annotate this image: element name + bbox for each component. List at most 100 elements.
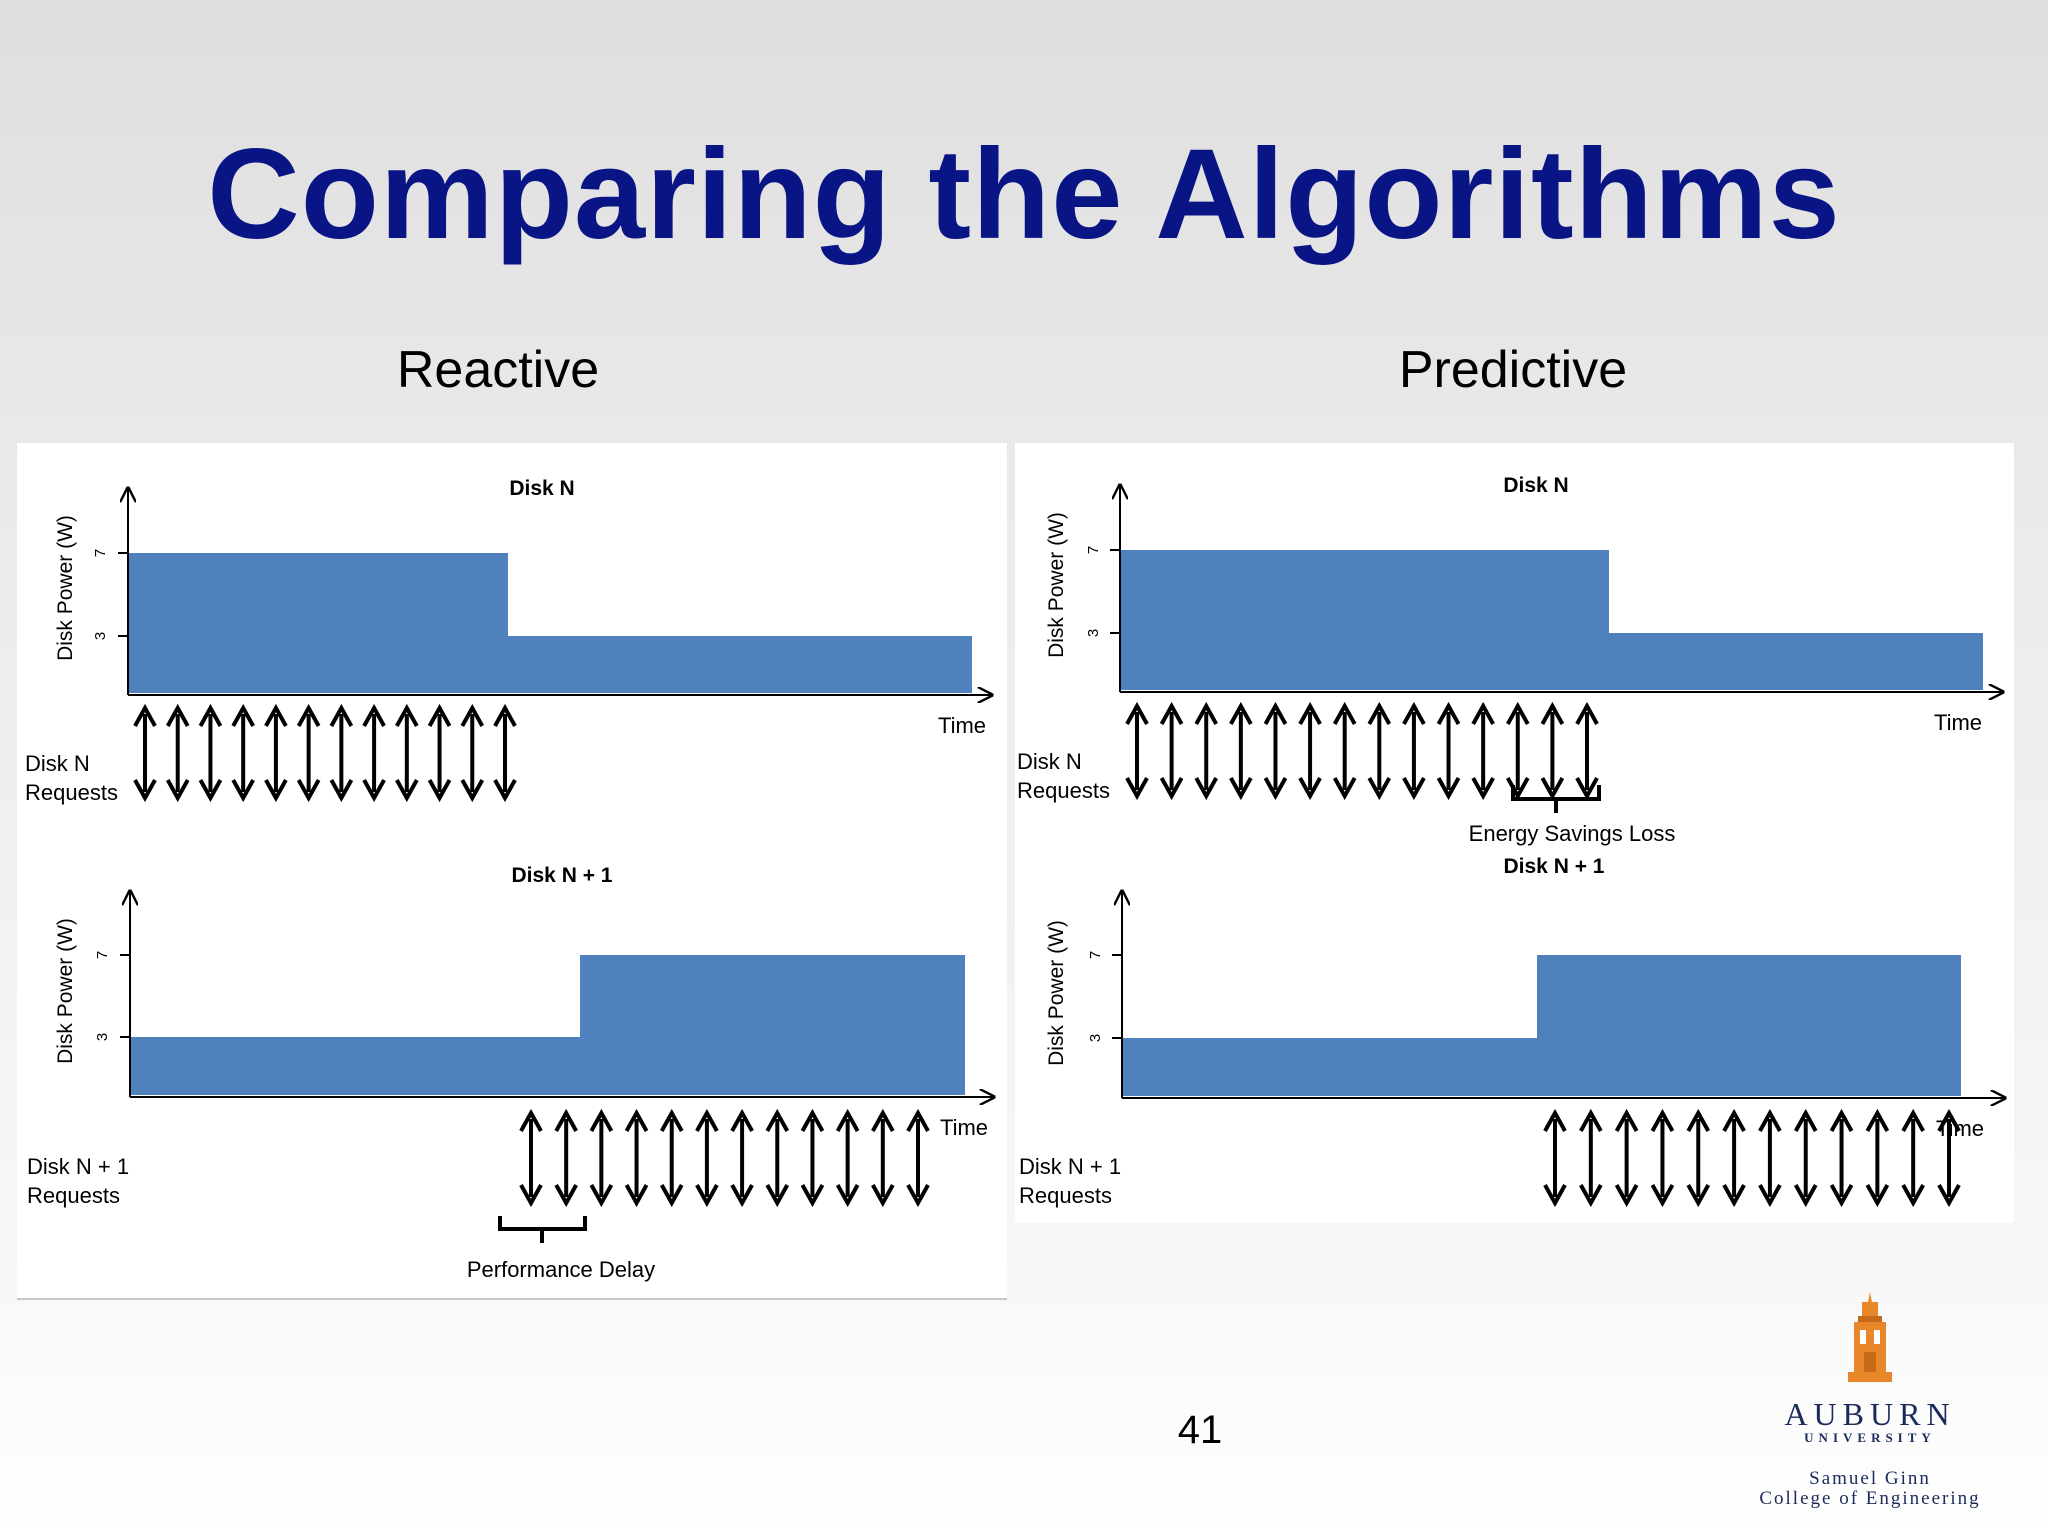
y-axis-label: Disk Power (W) [1045, 512, 1068, 658]
energy-savings-loss-bracket [1511, 785, 1601, 813]
request-arrow [1829, 1108, 1854, 1208]
request-arrow [765, 1108, 790, 1208]
power-bar-high [580, 955, 965, 1095]
request-arrow [1793, 1108, 1818, 1208]
request-arrow [493, 703, 517, 803]
power-bar-low [1609, 633, 1983, 690]
requests-label-line1: Disk N [1017, 749, 1082, 774]
energy-savings-loss-label: Energy Savings Loss [1469, 821, 1676, 846]
tick-label-3: 3 [92, 632, 109, 640]
reactive-diagram: Disk N Disk Power (W) 7 3 Time Disk N Re… [25, 477, 1007, 1282]
request-arrow [871, 1108, 895, 1208]
x-axis-label: Time [1934, 710, 1982, 735]
chart-title-disk-n: Disk N [1503, 474, 1568, 497]
request-arrow [554, 1108, 578, 1208]
request-arrow [1402, 701, 1426, 801]
request-arrow [1543, 1108, 1567, 1208]
auburn-logo: AUBURN UNIVERSITY Samuel Ginn College of… [1720, 1290, 2020, 1536]
requests-label-line1: Disk N + 1 [27, 1154, 129, 1179]
request-arrow [1722, 1108, 1746, 1208]
request-arrow [519, 1108, 543, 1208]
request-arrow [329, 703, 354, 803]
request-arrows-disk-n [133, 703, 517, 803]
request-arrow [1579, 1108, 1603, 1208]
request-arrows-disk-n [1125, 701, 1599, 801]
reactive-diagram-panel: Disk N Disk Power (W) 7 3 Time Disk N Re… [17, 443, 1007, 1300]
request-arrows-disk-n-plus-1 [1543, 1108, 1961, 1208]
slide-title: Comparing the Algorithms [207, 123, 1841, 266]
request-arrow [296, 703, 321, 803]
predictive-diagram-panel: Disk N Disk Power (W) 7 3 Time Disk N Re… [1015, 443, 2014, 1223]
requests-label-line2: Requests [25, 780, 118, 805]
predictive-heading: Predictive [1398, 341, 1628, 399]
request-arrow [395, 703, 419, 803]
chart-title-disk-n-plus-1: Disk N + 1 [1504, 855, 1605, 878]
request-arrow [1865, 1108, 1890, 1208]
request-arrow [835, 1108, 860, 1208]
chart-title-disk-n-plus-1: Disk N + 1 [512, 864, 613, 887]
requests-label-line2: Requests [1017, 778, 1110, 803]
requests-label-line1: Disk N [25, 751, 90, 776]
request-arrow [906, 1108, 930, 1208]
request-arrow [659, 1108, 684, 1208]
tower-icon [1848, 1292, 1892, 1382]
request-arrow [460, 703, 485, 803]
requests-label-line1: Disk N + 1 [1019, 1154, 1121, 1179]
y-axis-label: Disk Power (W) [1045, 920, 1068, 1066]
request-arrow [1506, 701, 1530, 801]
request-arrow [1159, 701, 1184, 801]
page-number: 41 [1177, 1408, 1223, 1452]
logo-college-line2: College of Engineering [1759, 1488, 1981, 1509]
logo-name: AUBURN [1784, 1396, 1956, 1432]
request-arrow [133, 703, 157, 803]
request-arrow [1540, 701, 1565, 801]
tick-label-7: 7 [92, 549, 109, 557]
request-arrow [198, 703, 223, 803]
y-axis-label: Disk Power (W) [54, 918, 77, 1064]
power-bar-high [1537, 955, 1961, 1096]
request-arrow [1332, 701, 1357, 801]
request-arrow [1125, 701, 1149, 801]
request-arrow [1650, 1108, 1675, 1208]
request-arrow [1937, 1108, 1961, 1208]
request-arrow [264, 703, 288, 803]
request-arrows-disk-n-plus-1 [519, 1108, 930, 1208]
x-axis-label: Time [938, 713, 986, 738]
request-arrow [1686, 1108, 1711, 1208]
power-bar-low [1122, 1038, 1537, 1096]
request-arrow [624, 1108, 649, 1208]
tick-label-7: 7 [94, 951, 111, 959]
performance-delay-bracket [498, 1216, 587, 1243]
chart-title-disk-n: Disk N [509, 477, 574, 500]
request-arrow [1471, 701, 1495, 801]
request-arrow [1758, 1108, 1782, 1208]
performance-delay-label: Performance Delay [467, 1257, 655, 1282]
request-arrow [1263, 701, 1288, 801]
tick-label-7: 7 [1087, 951, 1104, 959]
requests-label-line2: Requests [27, 1183, 120, 1208]
reactive-heading: Reactive [396, 341, 600, 399]
request-arrow [695, 1108, 719, 1208]
request-arrow [1194, 701, 1218, 801]
x-axis-label: Time [940, 1115, 988, 1140]
power-bar-low [508, 636, 972, 693]
request-arrow [800, 1108, 825, 1208]
tick-label-3: 3 [1087, 1034, 1104, 1042]
logo-college-line1: Samuel Ginn [1809, 1468, 1931, 1489]
request-arrow [589, 1108, 614, 1208]
request-arrow [362, 703, 386, 803]
request-arrow [1575, 701, 1599, 801]
power-bar-low [130, 1037, 580, 1095]
power-bar-high [1120, 550, 1609, 690]
requests-label-line2: Requests [1019, 1183, 1112, 1208]
tick-label-3: 3 [1085, 629, 1102, 637]
request-arrow [1298, 701, 1322, 801]
request-arrow [1229, 701, 1253, 801]
request-arrow [1901, 1108, 1925, 1208]
request-arrow [1367, 701, 1392, 801]
logo-university: UNIVERSITY [1804, 1430, 1936, 1445]
predictive-diagram: Disk N Disk Power (W) 7 3 Time Disk N Re… [1017, 474, 2014, 1208]
request-arrow [427, 703, 452, 803]
request-arrow [730, 1108, 754, 1208]
request-arrow [231, 703, 255, 803]
